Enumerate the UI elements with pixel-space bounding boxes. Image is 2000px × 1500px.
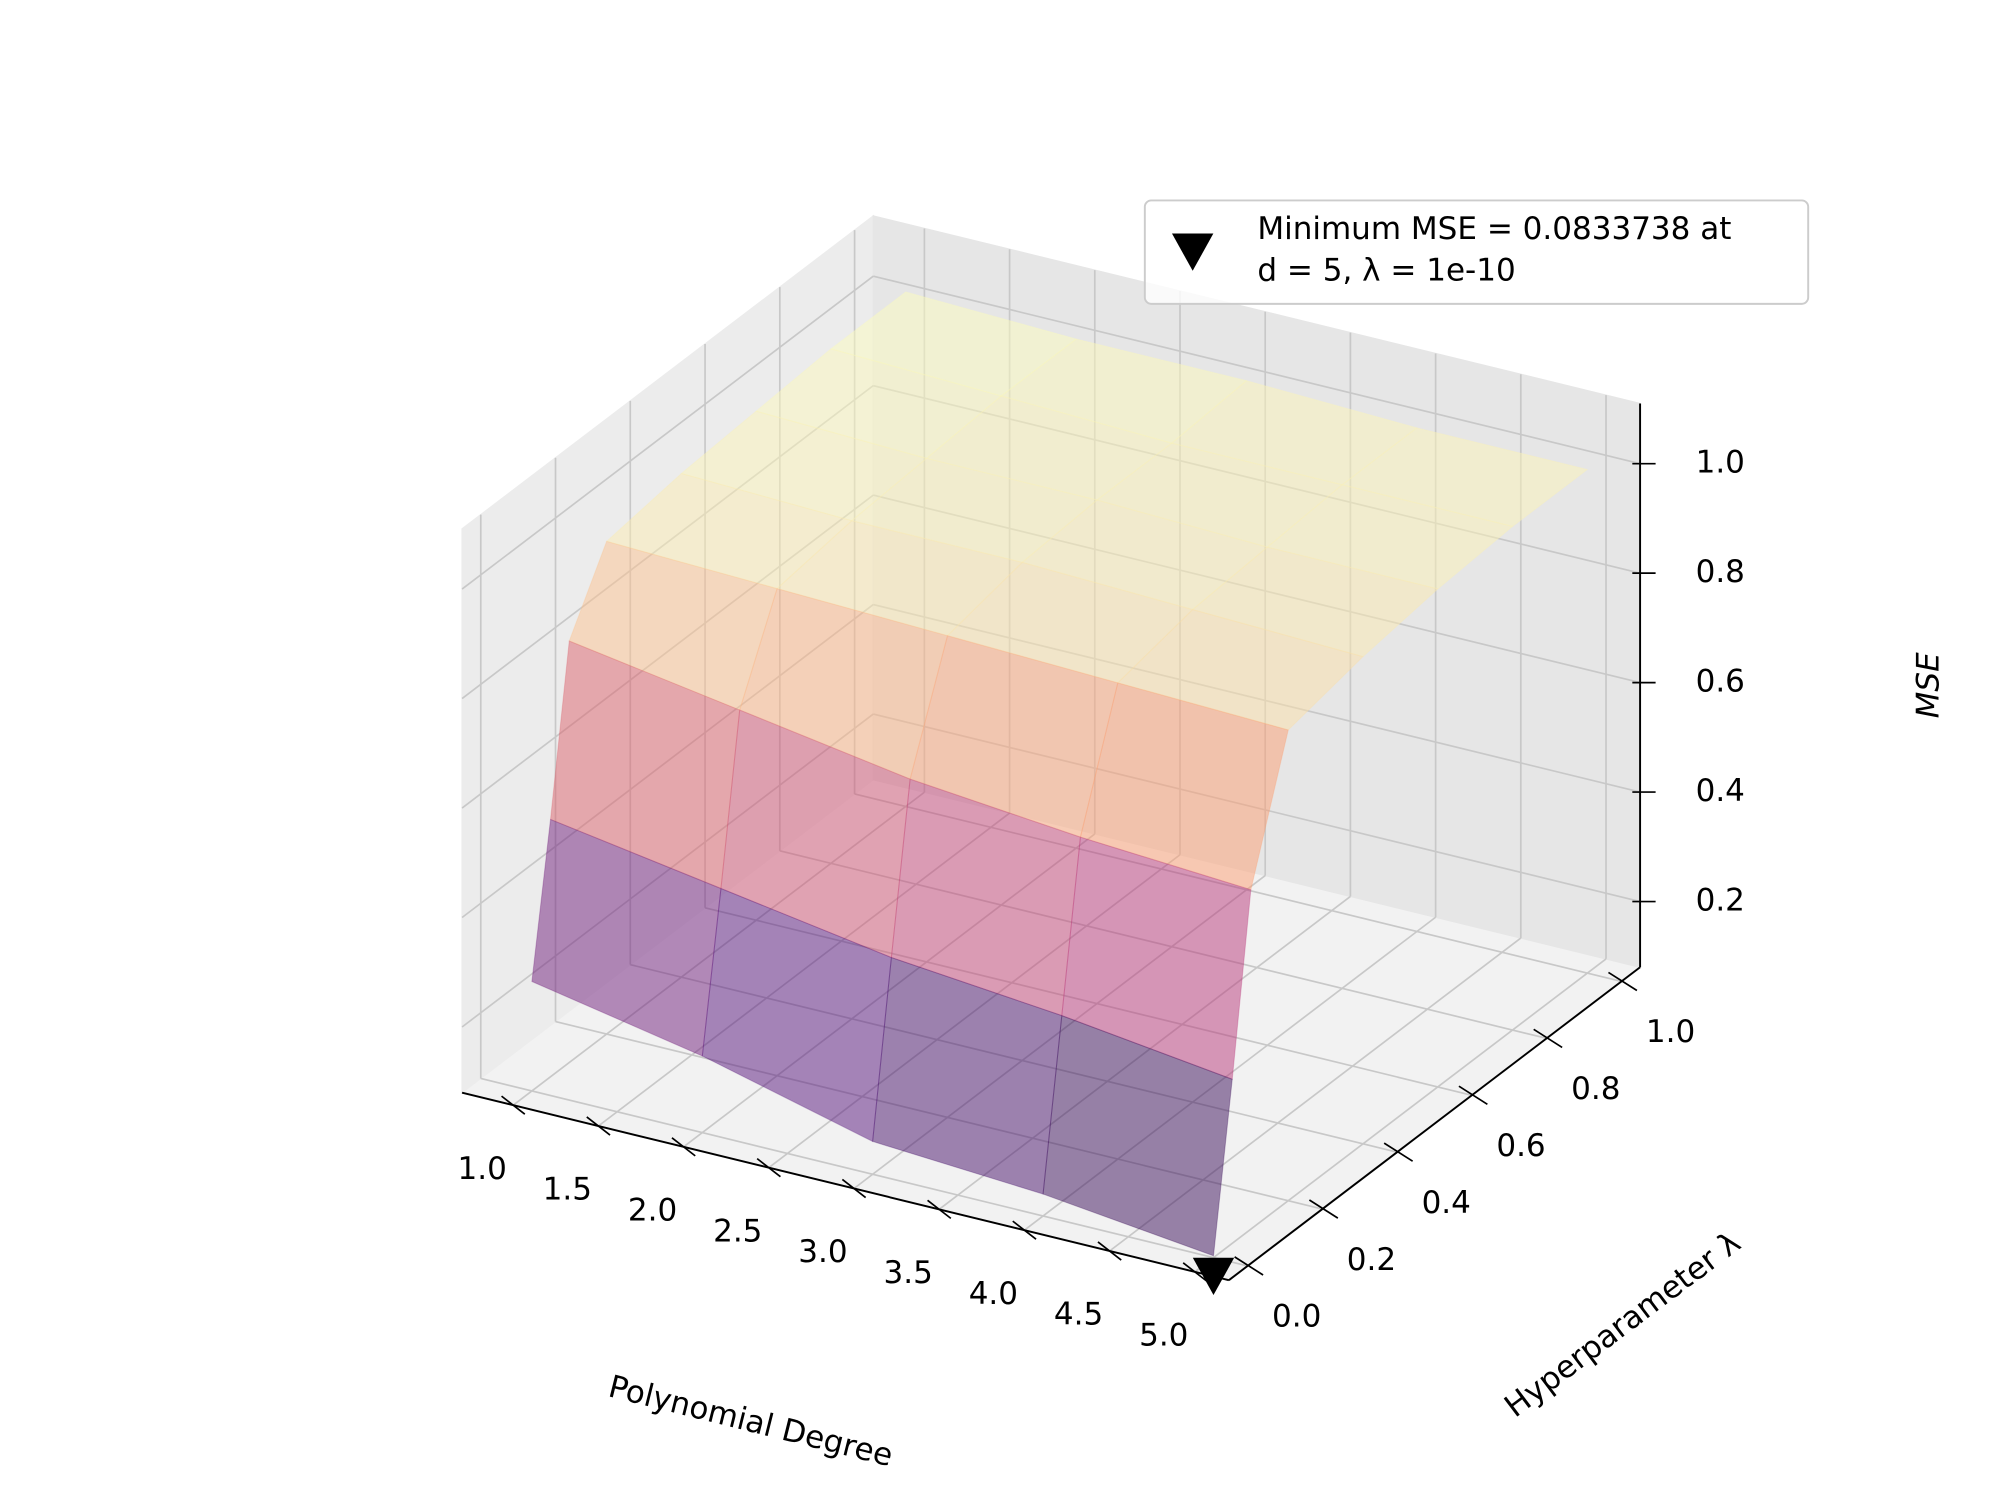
y-tick-label: 0.4 — [1422, 1185, 1471, 1221]
y-tick-label: 0.6 — [1496, 1128, 1545, 1164]
z-axis-label: MSE — [1911, 652, 1947, 718]
x-tick-label: 2.0 — [628, 1192, 677, 1228]
grid-line — [480, 1077, 1248, 1267]
x-tick-label: 1.0 — [457, 1151, 506, 1187]
minimum-marker — [1192, 1257, 1235, 1296]
grid-line — [461, 275, 874, 590]
x-tick-label: 1.5 — [543, 1172, 592, 1208]
z-tick-label: 0.4 — [1696, 773, 1745, 809]
x-tick-label: 3.5 — [883, 1255, 932, 1291]
y-tick-label: 0.0 — [1272, 1299, 1321, 1335]
surface-patch — [1116, 608, 1364, 731]
y-axis-label: Hyperparameter λ — [1498, 1224, 1747, 1424]
legend-label: Minimum MSE = 0.0833738 at — [1257, 211, 1731, 247]
axis-line — [461, 1091, 1230, 1282]
legend-box — [1143, 199, 1810, 305]
y-tick-label: 0.8 — [1571, 1071, 1620, 1107]
grid-line — [873, 275, 1641, 465]
y-tick-label: 1.0 — [1646, 1014, 1695, 1050]
surface-patch — [1191, 546, 1439, 658]
z-tick-label: 1.0 — [1696, 445, 1745, 481]
axes: 1.0 1.5 2.0 2.5 3.0 3.5 4.0 4.5 5.0 0.0 0.2 0.4 0.6 0… — [457, 403, 1745, 1353]
z-tick-label: 0.2 — [1696, 883, 1745, 919]
x-tick-label: 3.0 — [798, 1234, 847, 1270]
legend: Minimum MSE = 0.0833738 at d = 5, λ = 1e-… — [1143, 199, 1810, 305]
grid-line — [1194, 958, 1607, 1273]
legend-marker — [1171, 233, 1214, 271]
surface-patch — [1042, 1014, 1233, 1257]
z-tick-label: 0.6 — [1696, 664, 1745, 700]
axis-line — [1228, 966, 1641, 1281]
x-tick-label: 4.0 — [969, 1276, 1018, 1312]
x-tick-label: 5.0 — [1139, 1317, 1188, 1353]
x-tick-label: 4.5 — [1054, 1297, 1103, 1333]
legend-label: d = 5, λ = 1e-10 — [1257, 253, 1515, 289]
x-tick-label: 2.5 — [713, 1213, 762, 1249]
z-tick-label: 0.8 — [1696, 554, 1745, 590]
surface — [531, 291, 1589, 1257]
y-tick-label: 0.2 — [1347, 1242, 1396, 1278]
x-axis-label: Polynomial Degree — [605, 1369, 896, 1474]
